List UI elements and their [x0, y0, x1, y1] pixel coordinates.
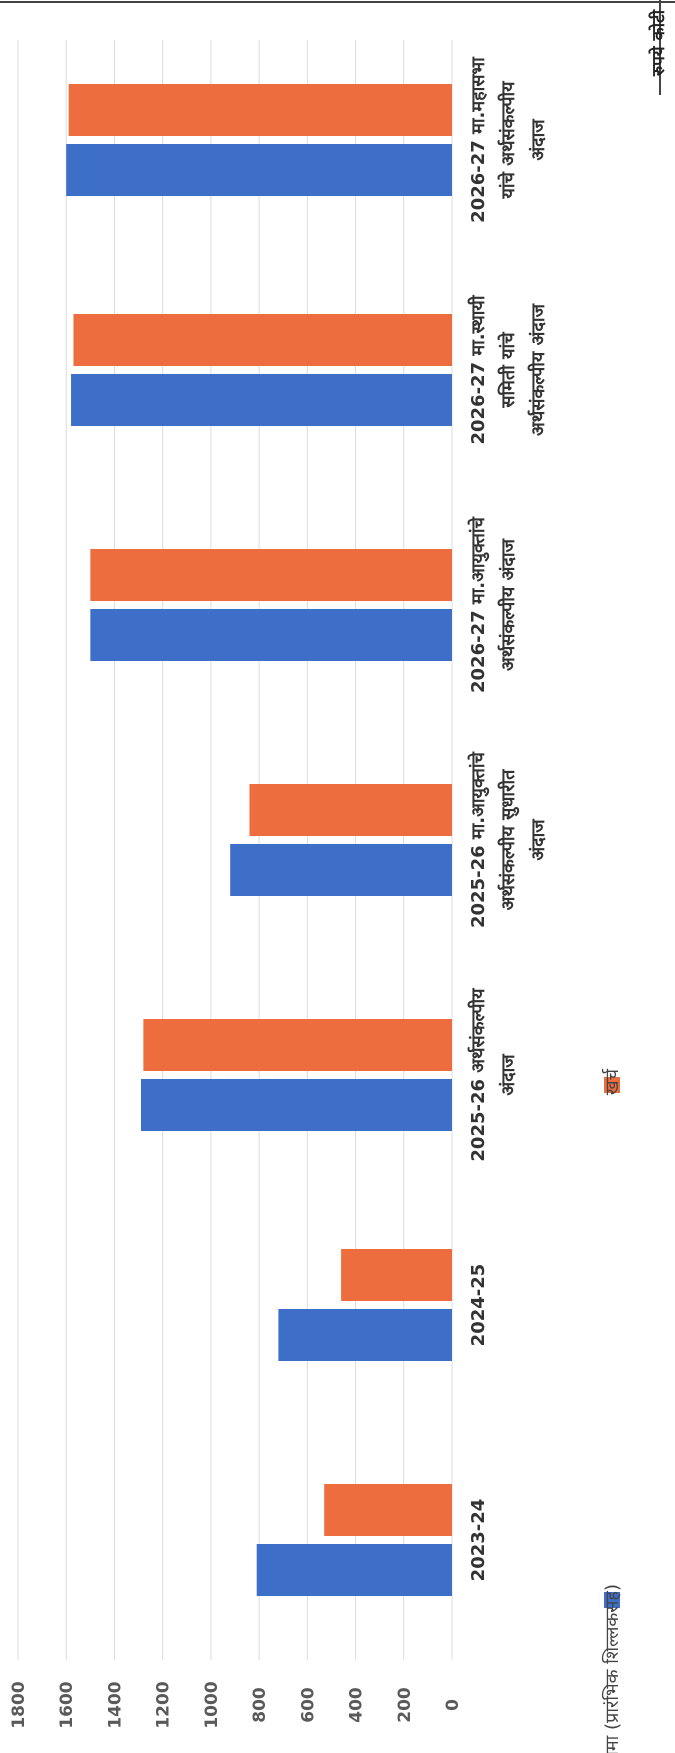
- bar-kharch: [249, 784, 452, 836]
- tick-label: 1400: [105, 1681, 125, 1728]
- tick-label: 800: [250, 1687, 270, 1723]
- bar-jama: [66, 144, 452, 196]
- bar-jama: [90, 609, 452, 661]
- legend-swatch: [604, 1592, 620, 1608]
- bar-kharch: [341, 1249, 452, 1301]
- tick-label: 400: [347, 1687, 367, 1723]
- bar-jama: [140, 1079, 452, 1131]
- value-axis-ticks: 0 200 400 600 800 1000 1200 1400 1600 1800: [9, 1681, 463, 1728]
- tick-label: 1200: [154, 1681, 174, 1728]
- unit-label: रुपये कोटी: [648, 9, 669, 77]
- category-label: 2025-26 मा.आयुक्तांचे अर्थसंकल्पीय सुधारी…: [467, 750, 549, 928]
- legend-label: खर्च: [601, 1068, 623, 1095]
- tick-label: 1000: [202, 1681, 222, 1728]
- bar-kharch: [68, 84, 452, 136]
- bar-kharch: [90, 549, 452, 601]
- bar-jama: [256, 1544, 452, 1596]
- bar-jama: [71, 374, 453, 426]
- tick-label: 0: [443, 1699, 463, 1711]
- category-label: 2026-27 मा.महासभा यांचे अर्थसंकल्पीय अंदाज: [468, 56, 549, 223]
- bar-kharch: [143, 1019, 452, 1071]
- tick-label: 200: [395, 1687, 415, 1723]
- legend: जमा (प्रारंभिक शिल्लकसह) खर्च: [601, 1068, 623, 1753]
- category-label: 2024-25: [468, 1264, 489, 1347]
- legend-swatch: [604, 1077, 620, 1093]
- category-label: 2026-27 मा.स्थायी समिती यांचे अर्थसंकल्पीय…: [467, 294, 549, 444]
- bar-kharch: [324, 1484, 452, 1536]
- bars: [66, 84, 453, 1596]
- tick-label: 600: [298, 1687, 318, 1723]
- category-label: 2023-24: [468, 1499, 489, 1582]
- tick-label: 1800: [9, 1681, 29, 1728]
- category-label: 2025-26 अर्थसंकल्पीय अंदाज: [467, 987, 519, 1162]
- bar-jama: [230, 844, 452, 896]
- category-labels: 2023-24 2024-25 2025-26 अर्थसंकल्पीय अंदाज 2…: [467, 56, 549, 1581]
- tick-label: 1600: [57, 1681, 77, 1728]
- bar-jama: [278, 1309, 452, 1361]
- bar-kharch: [73, 314, 452, 366]
- category-label: 2026-27 मा.आयुक्तांचे अर्थसंकल्पीय अंदाज: [467, 515, 519, 693]
- legend-label: जमा (प्रारंभिक शिल्लकसह): [601, 1584, 623, 1753]
